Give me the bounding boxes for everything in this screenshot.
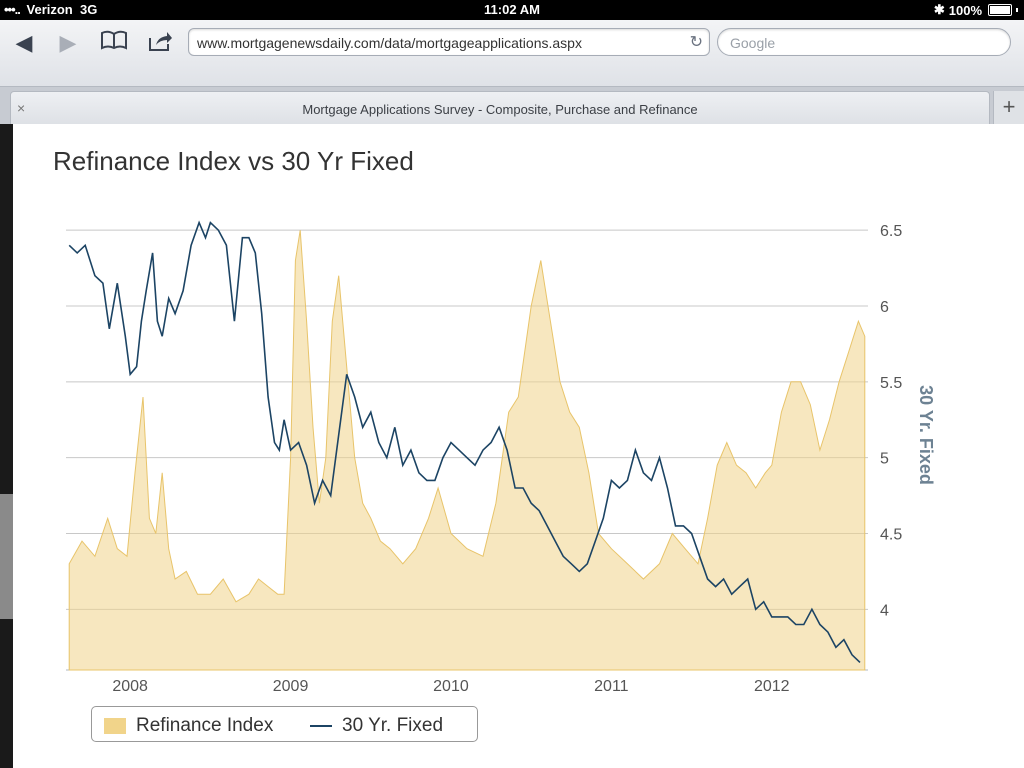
fixed-line bbox=[68, 220, 861, 663]
legend-swatch-refinance bbox=[104, 718, 126, 734]
tab-title: Mortgage Applications Survey - Composite… bbox=[302, 102, 698, 117]
carrier-info: •••.. Verizon 3G bbox=[4, 2, 97, 17]
refinance-area-path bbox=[68, 230, 866, 671]
chart-title: Refinance Index vs 30 Yr Fixed bbox=[53, 146, 414, 176]
signal-icon: •••.. bbox=[4, 2, 21, 17]
carrier-name: Verizon bbox=[26, 2, 73, 17]
refinance-area bbox=[68, 230, 866, 671]
clock: 11:02 AM bbox=[484, 2, 540, 17]
battery-percent: 100% bbox=[948, 2, 982, 18]
url-field[interactable]: www.mortgagenewsdaily.com/data/mortgagea… bbox=[188, 28, 710, 56]
status-bar: •••.. Verizon 3G 11:02 AM ✱ 100% bbox=[0, 0, 1024, 20]
close-tab-icon[interactable]: × bbox=[17, 100, 26, 116]
y-tick-label: 4.5 bbox=[880, 527, 902, 544]
x-tick-label: 2008 bbox=[112, 678, 148, 695]
y-tick-label: 5 bbox=[880, 451, 889, 468]
legend-item-refinance[interactable]: Refinance Index bbox=[104, 715, 273, 737]
search-field[interactable]: Google bbox=[717, 28, 1011, 56]
y-tick-labels: 6.5 6 5.5 5 4.5 4 bbox=[880, 223, 902, 619]
page-edge-highlight bbox=[0, 494, 13, 619]
legend-label-fixed: 30 Yr. Fixed bbox=[342, 715, 444, 736]
tab-current[interactable]: × Mortgage Applications Survey - Composi… bbox=[10, 91, 990, 126]
x-tick-labels: 2008 2009 2010 2011 2012 bbox=[112, 678, 789, 695]
x-tick-label: 2010 bbox=[433, 678, 469, 695]
reload-icon[interactable]: ↻ bbox=[689, 34, 703, 51]
share-icon-svg bbox=[149, 32, 172, 51]
book-icon[interactable] bbox=[96, 30, 132, 56]
new-tab-button[interactable]: + bbox=[993, 91, 1024, 125]
forward-icon[interactable]: ▶ bbox=[59, 30, 77, 55]
fixed-line-path bbox=[68, 220, 861, 663]
legend-swatch-fixed bbox=[310, 725, 332, 727]
y-tick-label: 5.5 bbox=[880, 375, 902, 392]
y-tick-label: 4 bbox=[880, 602, 889, 619]
page-edge bbox=[0, 124, 13, 768]
y-tick-label: 6 bbox=[880, 299, 889, 316]
book-icon-svg bbox=[101, 30, 127, 50]
battery-tip bbox=[1016, 8, 1018, 12]
y-axis-label: 30 Yr. Fixed bbox=[916, 385, 936, 485]
bluetooth-icon: ✱ bbox=[933, 2, 945, 17]
legend-item-fixed[interactable]: 30 Yr. Fixed bbox=[310, 715, 443, 737]
network-type: 3G bbox=[80, 2, 98, 17]
share-icon[interactable] bbox=[142, 30, 178, 56]
battery-icon bbox=[988, 4, 1012, 16]
browser-toolbar: ◀ ▶ www.mortgagenewsdaily.com/data/mortg… bbox=[0, 20, 1024, 86]
y-tick-label: 6.5 bbox=[880, 223, 902, 240]
x-tick-label: 2012 bbox=[754, 678, 790, 695]
legend-label-refinance: Refinance Index bbox=[136, 715, 274, 736]
x-tick-label: 2011 bbox=[594, 678, 629, 695]
tab-bar: × Mortgage Applications Survey - Composi… bbox=[0, 86, 1024, 126]
url-text: www.mortgagenewsdaily.com/data/mortgagea… bbox=[197, 35, 582, 51]
x-tick-label: 2009 bbox=[273, 678, 309, 695]
battery-area: ✱ 100% bbox=[934, 2, 1018, 18]
chart-legend: Refinance Index 30 Yr. Fixed bbox=[91, 706, 478, 742]
back-icon[interactable]: ◀ bbox=[15, 30, 33, 55]
